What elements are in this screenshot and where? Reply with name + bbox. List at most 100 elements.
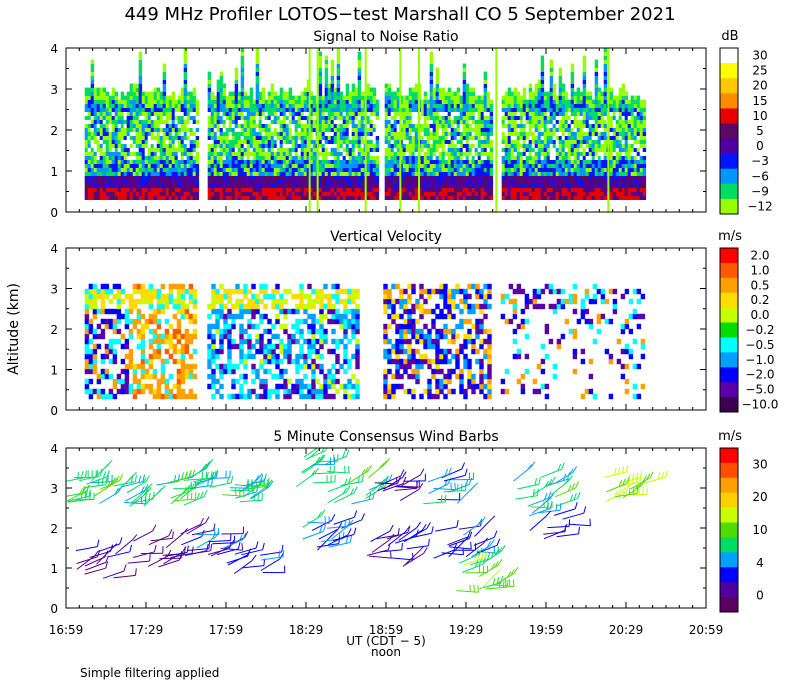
- wind-barb: [173, 498, 196, 502]
- wind-barb: [207, 548, 230, 555]
- colorbar-frame-2: [719, 447, 739, 613]
- wind-barb: [433, 487, 456, 491]
- colorbar-swatch: [720, 537, 738, 553]
- colorbar-label: 2.0: [750, 248, 769, 262]
- wind-barb: [327, 471, 350, 474]
- wind-barb: [556, 533, 579, 538]
- wind-barb: [443, 474, 466, 482]
- wind-barb: [441, 468, 462, 479]
- wind-barb: [398, 527, 417, 541]
- colorbar-label: −5.0: [745, 383, 774, 397]
- wind-barb: [222, 494, 245, 497]
- wind-barb: [340, 481, 363, 486]
- wind-barb: [448, 540, 465, 558]
- colorbar-label: −0.5: [745, 338, 774, 352]
- colorbar-swatch: [720, 198, 738, 215]
- figure-title: 449 MHz Profiler LOTOS−test Marshall CO …: [124, 4, 676, 25]
- colorbar-swatch: [720, 153, 738, 170]
- y-axis-label: Altitude (km): [6, 283, 22, 375]
- colorbar-swatch: [720, 123, 738, 140]
- wind-barb: [96, 548, 113, 565]
- wind-barb: [165, 533, 184, 549]
- wind-barb: [474, 520, 491, 537]
- velocity-heatmap: [84, 283, 646, 400]
- y-tick-label: 2: [50, 323, 58, 337]
- wind-barb: [188, 550, 211, 555]
- wind-barb: [568, 523, 591, 527]
- axes-layer: [65, 47, 739, 613]
- wind-barb: [395, 486, 418, 489]
- colorbar-swatch: [720, 507, 738, 523]
- wind-barb: [402, 550, 420, 567]
- colorbar-label: 20: [752, 79, 767, 93]
- wind-barb: [209, 482, 232, 488]
- wind-barb: [377, 482, 399, 492]
- colorbar-swatch: [720, 48, 738, 64]
- colorbar-unit-1: m/s: [718, 229, 742, 244]
- wind-barb: [210, 545, 231, 557]
- panel-title-2: 5 Minute Consensus Wind Barbs: [273, 429, 498, 445]
- colorbar-label: 10: [752, 109, 767, 123]
- colorbar-label: 30: [752, 49, 767, 63]
- wind-barb: [212, 542, 235, 545]
- wind-barb: [449, 546, 472, 550]
- wind-barb: [311, 520, 332, 531]
- wind-barb: [399, 488, 420, 502]
- wind-barb: [369, 555, 392, 559]
- colorbar-frame-0: [719, 47, 739, 215]
- x-tick-label: 17:59: [209, 623, 244, 637]
- colorbar-swatch: [720, 292, 738, 309]
- y-tick-label: 4: [50, 242, 58, 256]
- colorbar-label: −9: [751, 184, 769, 198]
- wind-barb: [328, 534, 349, 546]
- wind-barb: [158, 559, 180, 568]
- colorbar-swatch: [720, 367, 738, 383]
- colorbar-label: 30: [752, 457, 767, 471]
- wind-barb: [127, 560, 150, 564]
- wind-barb: [562, 512, 584, 520]
- wind-barb: [76, 556, 98, 564]
- wind-barb: [553, 508, 576, 516]
- wind-barb: [465, 543, 484, 558]
- wind-barb: [260, 558, 280, 571]
- wind-barb: [115, 539, 133, 555]
- wind-barb: [132, 530, 153, 542]
- colorbar-swatch: [720, 337, 738, 353]
- colorbar-swatch: [720, 277, 738, 294]
- plot-frame-2: [65, 447, 707, 609]
- wind-barb: [376, 534, 399, 540]
- wind-barb: [150, 537, 173, 542]
- colorbar-swatch: [720, 183, 738, 200]
- wind-barb: [401, 474, 421, 487]
- wind-barb: [186, 522, 206, 535]
- colorbar-label: −0.2: [745, 323, 774, 337]
- wind-barb: [391, 557, 414, 561]
- y-tick-label: 1: [50, 165, 58, 179]
- y-tick-label: 2: [50, 124, 58, 138]
- colorbar-label: 15: [752, 94, 767, 108]
- wind-barb: [181, 536, 202, 546]
- wind-barb: [473, 536, 495, 546]
- wind-barb: [312, 481, 335, 484]
- colorbar-label: −3: [751, 154, 769, 168]
- colorbar-swatch: [720, 108, 738, 124]
- x-tick-label: 16:59: [49, 623, 84, 637]
- colorbar-swatch: [720, 138, 738, 155]
- wind-barb: [370, 530, 391, 543]
- colorbar-swatch: [720, 168, 738, 185]
- panel-title-1: Vertical Velocity: [330, 229, 442, 245]
- wind-barb: [241, 549, 263, 556]
- y-tick-label: 3: [50, 283, 58, 297]
- wind-barb: [226, 555, 248, 564]
- wind-barb: [404, 552, 424, 566]
- colorbar-swatch: [720, 567, 738, 583]
- wind-barb: [260, 551, 282, 556]
- wind-barb: [395, 535, 417, 544]
- colorbar-swatch: [720, 382, 738, 398]
- colorbar-label: −1.0: [745, 353, 774, 367]
- colorbar-swatch: [720, 93, 738, 109]
- colorbar-label: 0: [756, 139, 764, 153]
- wind-barb: [89, 550, 111, 558]
- y-tick-label: 3: [50, 482, 58, 496]
- wind-barb: [303, 448, 319, 458]
